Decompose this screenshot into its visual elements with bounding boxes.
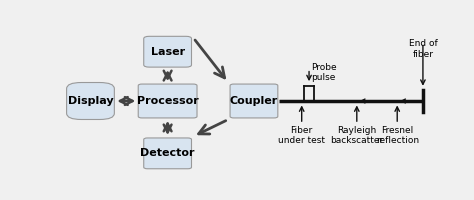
Text: Coupler: Coupler [230, 96, 278, 106]
Text: Laser: Laser [151, 47, 185, 57]
Text: Detector: Detector [140, 148, 195, 158]
Text: Probe
pulse: Probe pulse [311, 62, 337, 82]
FancyBboxPatch shape [144, 36, 191, 67]
Text: Rayleigh
backscatter: Rayleigh backscatter [330, 126, 383, 145]
Text: Processor: Processor [137, 96, 199, 106]
Text: Display: Display [68, 96, 113, 106]
FancyBboxPatch shape [138, 84, 197, 118]
FancyBboxPatch shape [66, 83, 114, 119]
Text: End of
fiber: End of fiber [409, 39, 438, 59]
FancyBboxPatch shape [144, 138, 191, 169]
Text: Fiber
under test: Fiber under test [278, 126, 325, 145]
Text: Fresnel
reflection: Fresnel reflection [376, 126, 419, 145]
FancyBboxPatch shape [230, 84, 278, 118]
